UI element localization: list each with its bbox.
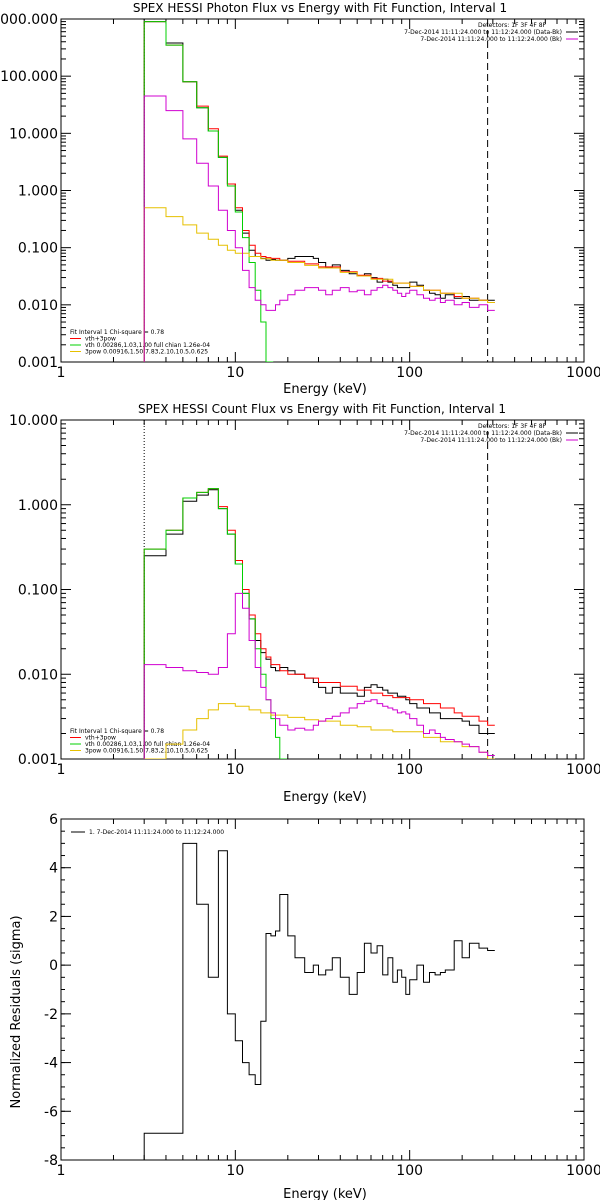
y-tick-label: 1000.000 [0,12,58,28]
legend-bottom: Fit Interval 1 Chi-square = 0.78vth+3pow… [70,329,210,356]
y-tick-label: 6 [49,812,58,828]
legend-entry: 1. 7-Dec-2014 11:11:24.000 to 11:12:24.0… [89,829,224,836]
y-tick-label: 0.100 [18,241,58,257]
series-line-2 [143,21,274,362]
y-tick-label: 1.000 [18,498,58,514]
x-tick-label: 1 [57,1163,66,1179]
x-tick-label: 10 [226,365,244,381]
series-line-3 [143,207,495,362]
residuals-chart: Energy (keV) Normalized Residuals (sigma… [9,812,600,1200]
y-tick-label: 0.010 [18,298,58,314]
legend-top: Detectors: 1F 3F 4F 8F7-Dec-2014 11:11:2… [404,423,578,444]
y-tick-label: 0.001 [18,752,58,768]
legend-entry: 3pow 0.00916,1.50,7.83,2.10,10.5,0.625 [85,748,208,755]
photon-flux-chart: SPEX HESSI Photon Flux vs Energy with Fi… [0,1,600,397]
legend-entry: Fit Interval 1 Chi-square = 0.78 [70,728,164,735]
x-axis-label: Energy (keV) [283,382,367,397]
y-tick-label: -2 [44,1007,58,1023]
y-tick-label: 0.010 [18,667,58,683]
x-tick-label: 10 [226,762,244,778]
y-tick-label: 0.100 [18,583,58,599]
x-axis-label: Energy (keV) [283,1187,367,1200]
legend-entry: vth 0.00286,1.03,1.00 full chian 1.26e-0… [85,342,210,349]
y-tick-label: 1.000 [18,184,58,200]
series-line-2 [143,488,288,759]
y-tick-label: 10.000 [9,413,58,429]
series-line-4 [143,95,495,362]
legend-entry: vth+3pow [85,336,116,343]
legend-entry: 7-Dec-2014 11:11:24.000 to 11:12:24.000 … [404,430,562,437]
y-tick-label: -4 [44,1056,58,1072]
legend-top: Detectors: 1F 3F 4F 8F7-Dec-2014 11:11:2… [404,22,578,43]
y-tick-label: 0 [49,958,58,974]
y-tick-label: 10.000 [9,126,58,142]
y-axis-label: Normalized Residuals (sigma) [9,915,24,1108]
count-flux-chart: SPEX HESSI Count Flux vs Energy with Fit… [9,402,600,805]
chart-title: SPEX HESSI Photon Flux vs Energy with Fi… [133,1,507,15]
x-tick-label: 10 [226,1163,244,1179]
y-tick-label: 100.000 [0,69,58,85]
y-tick-label: -6 [44,1104,58,1120]
x-tick-label: 1 [57,762,66,778]
legend-entry: 7-Dec-2014 11:11:24.000 to 11:12:24.000 … [404,29,562,36]
legend-entry: 7-Dec-2014 11:11:24.000 to 11:12:24.000 … [420,36,562,43]
y-tick-label: 2 [49,909,58,925]
y-tick-label: 4 [49,861,58,877]
legend-entry: 7-Dec-2014 11:11:24.000 to 11:12:24.000 … [420,437,562,444]
series-line-0 [143,21,495,362]
x-tick-label: 100 [396,762,423,778]
chart-title: SPEX HESSI Count Flux vs Energy with Fit… [138,402,506,416]
series-group [143,21,495,362]
series-line-3 [143,703,495,759]
x-tick-label: 1000 [566,365,600,381]
y-tick-label: 0.001 [18,355,58,371]
plot-frame [60,18,585,363]
x-tick-label: 100 [396,1163,423,1179]
legend-entry: Fit Interval 1 Chi-square = 0.78 [70,329,164,336]
series-line-0 [143,842,495,1160]
legend-entry: 3pow 0.00916,1.50,7.83,2.10,10.5,0.625 [85,349,208,356]
y-tick-label: -8 [44,1153,58,1169]
legend-entry: Detectors: 1F 3F 4F 8F [478,423,547,430]
legend-entry: vth+3pow [85,735,116,742]
plot-frame [60,419,585,760]
legend-entry: Detectors: 1F 3F 4F 8F [478,22,547,29]
x-tick-label: 1000 [566,762,600,778]
x-tick-label: 100 [396,365,423,381]
series-line-4 [143,592,495,759]
legend-entry: vth 0.00286,1.03,1.00 full chian 1.26e-0… [85,741,210,748]
legend-bottom: Fit Interval 1 Chi-square = 0.78vth+3pow… [70,728,210,755]
series-group [143,842,495,1160]
series-group [143,488,495,759]
plot-frame [60,818,585,1161]
x-tick-label: 1000 [566,1163,600,1179]
series-line-1 [143,21,495,362]
legend: 1. 7-Dec-2014 11:11:24.000 to 11:12:24.0… [71,829,224,836]
x-tick-label: 1 [57,365,66,381]
x-axis-label: Energy (keV) [283,790,367,805]
